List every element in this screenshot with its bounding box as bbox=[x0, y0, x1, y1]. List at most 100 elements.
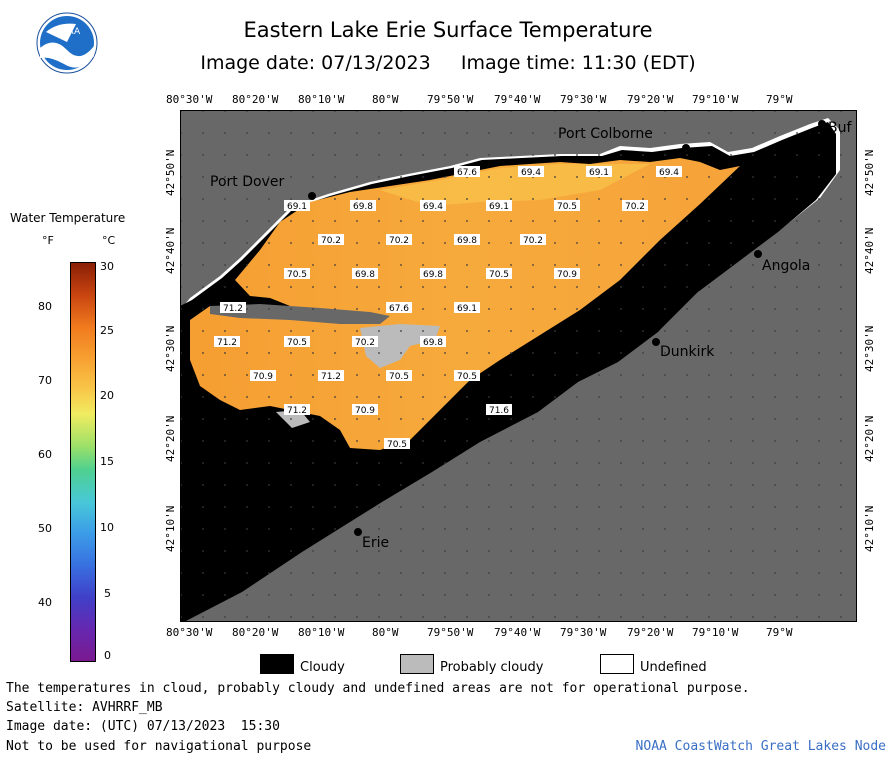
logo-text: NOAA bbox=[54, 27, 81, 37]
lon-tick: 79°30'W bbox=[560, 93, 607, 106]
lat-tick: 42°50'N bbox=[863, 149, 876, 196]
lon-tick: 79°20'W bbox=[627, 93, 674, 106]
lon-tick: 79°10'W bbox=[692, 626, 739, 639]
colorbar-title: Water Temperature bbox=[10, 211, 126, 225]
lon-tick: 79°40'W bbox=[494, 93, 541, 106]
temp-label: 71.2 bbox=[321, 372, 341, 382]
lat-tick: 42°50'N bbox=[164, 149, 177, 196]
colorbar-f-tick: 40 bbox=[38, 596, 52, 609]
footer-satellite: Satellite: AVHRRF_MB bbox=[6, 700, 163, 715]
lon-tick: 80°10'W bbox=[298, 626, 345, 639]
temp-label: 70.2 bbox=[389, 236, 409, 246]
lon-tick: 80°30'W bbox=[166, 626, 213, 639]
footer-navigation-warning: Not to be used for navigational purpose bbox=[6, 739, 312, 754]
temp-label: 70.5 bbox=[557, 202, 577, 212]
lon-tick: 79°10'W bbox=[692, 93, 739, 106]
lon-tick: 79°50'W bbox=[427, 93, 474, 106]
city-marker-erie bbox=[354, 528, 362, 536]
lon-tick: 80°20'W bbox=[232, 93, 279, 106]
lat-tick: 42°30'N bbox=[863, 325, 876, 372]
footer-disclaimer: The temperatures in cloud, probably clou… bbox=[6, 681, 750, 696]
lon-tick: 80°20'W bbox=[232, 626, 279, 639]
lat-tick: 42°40'N bbox=[863, 227, 876, 274]
lon-tick: 80°W bbox=[372, 93, 399, 106]
temp-label: 71.6 bbox=[489, 406, 509, 416]
legend-label: Undefined bbox=[640, 660, 707, 675]
temp-label: 70.5 bbox=[489, 270, 509, 280]
temp-label: 70.5 bbox=[389, 372, 409, 382]
lon-tick: 79°20'W bbox=[627, 626, 674, 639]
colorbar-c-tick: 5 bbox=[104, 587, 111, 600]
city-label: Erie bbox=[362, 535, 389, 551]
image-date-time: Image date: 07/13/2023 Image time: 11:30… bbox=[200, 52, 696, 74]
temp-label: 70.2 bbox=[355, 338, 375, 348]
colorbar-c-tick: 0 bbox=[104, 649, 111, 662]
lon-tick: 79°W bbox=[766, 626, 793, 639]
lat-tick: 42°10'N bbox=[863, 505, 876, 552]
temp-label: 69.1 bbox=[457, 304, 477, 314]
lat-tick: 42°40'N bbox=[164, 227, 177, 274]
temp-label: 70.5 bbox=[457, 372, 477, 382]
city-marker-port-dover bbox=[308, 192, 316, 200]
map-frame bbox=[180, 110, 857, 622]
temp-label: 69.4 bbox=[521, 168, 541, 178]
temp-label: 70.9 bbox=[253, 372, 273, 382]
lake-erie-map: Port Colborne Buf Port Dover Angola Dunk… bbox=[180, 110, 857, 622]
lon-tick: 80°W bbox=[372, 626, 399, 639]
noaa-logo: NOAA bbox=[36, 12, 98, 74]
colorbar-c-tick: 20 bbox=[100, 389, 114, 402]
colorbar-unit-f: °F bbox=[42, 234, 54, 247]
city-marker-angola bbox=[754, 250, 762, 258]
temp-label: 69.8 bbox=[457, 236, 477, 246]
temp-label: 69.1 bbox=[589, 168, 609, 178]
lon-tick: 79°50'W bbox=[427, 626, 474, 639]
noaa-credit: NOAA CoastWatch Great Lakes Node bbox=[635, 739, 886, 754]
grid-overlay bbox=[180, 110, 857, 622]
temp-label: 70.2 bbox=[625, 202, 645, 212]
lat-tick: 42°20'N bbox=[164, 415, 177, 462]
colorbar-c-tick: 30 bbox=[100, 260, 114, 273]
temp-label: 69.8 bbox=[423, 338, 443, 348]
temp-label: 71.2 bbox=[217, 338, 237, 348]
temp-label: 67.6 bbox=[389, 304, 409, 314]
temp-label: 69.1 bbox=[287, 202, 307, 212]
lon-tick: 80°10'W bbox=[298, 93, 345, 106]
temp-label: 70.5 bbox=[287, 338, 307, 348]
lon-tick: 79°30'W bbox=[560, 626, 607, 639]
colorbar-c-tick: 10 bbox=[100, 521, 114, 534]
colorbar-f-tick: 50 bbox=[38, 522, 52, 535]
temp-label: 71.2 bbox=[287, 406, 307, 416]
temp-label: 70.5 bbox=[287, 270, 307, 280]
lat-tick: 42°30'N bbox=[164, 325, 177, 372]
footer-utc-date: Image date: (UTC) 07/13/2023 15:30 bbox=[6, 719, 280, 734]
lat-tick: 42°20'N bbox=[863, 415, 876, 462]
temp-label: 70.2 bbox=[523, 236, 543, 246]
city-label: Angola bbox=[762, 258, 810, 274]
legend-swatch-cloudy bbox=[260, 654, 294, 674]
colorbar-f-tick: 70 bbox=[38, 374, 52, 387]
legend-swatch-probably-cloudy bbox=[400, 654, 434, 674]
city-marker-port-colborne bbox=[682, 144, 690, 152]
temp-label: 69.8 bbox=[423, 270, 443, 280]
city-marker-dunkirk bbox=[652, 338, 660, 346]
temp-label: 70.5 bbox=[387, 440, 407, 450]
temp-label: 69.1 bbox=[489, 202, 509, 212]
temp-label: 67.6 bbox=[457, 168, 477, 178]
legend-label: Cloudy bbox=[300, 660, 345, 675]
city-label: Buf bbox=[828, 120, 852, 136]
temp-label: 69.8 bbox=[353, 202, 373, 212]
temp-label: 69.4 bbox=[423, 202, 443, 212]
temp-label: 70.9 bbox=[557, 270, 577, 280]
colorbar bbox=[70, 262, 96, 662]
city-label: Dunkirk bbox=[660, 344, 715, 360]
legend-swatch-undefined bbox=[600, 654, 634, 674]
temp-label: 69.8 bbox=[355, 270, 375, 280]
colorbar-c-tick: 25 bbox=[100, 324, 114, 337]
colorbar-f-tick: 60 bbox=[38, 448, 52, 461]
lon-tick: 79°40'W bbox=[494, 626, 541, 639]
temp-label: 70.9 bbox=[355, 406, 375, 416]
colorbar-f-tick: 80 bbox=[38, 300, 52, 313]
city-label: Port Colborne bbox=[558, 126, 653, 142]
colorbar-c-tick: 15 bbox=[100, 455, 114, 468]
temp-label: 70.2 bbox=[321, 236, 341, 246]
